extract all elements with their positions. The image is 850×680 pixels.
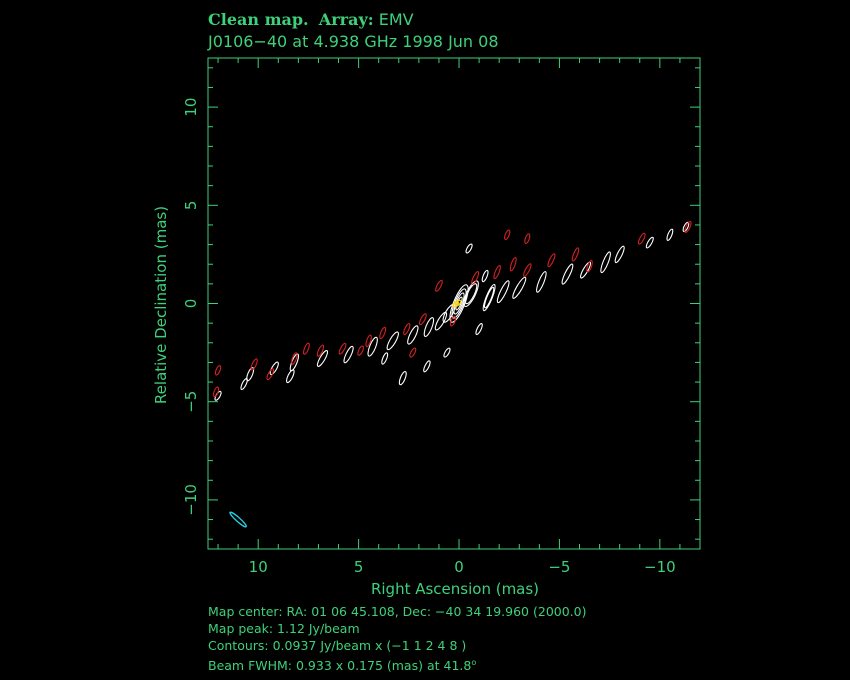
y-tick-label: 5 — [182, 201, 200, 211]
degree-symbol: o — [471, 658, 477, 667]
negative-contour — [302, 342, 310, 355]
negative-contour — [637, 232, 646, 245]
negative-contour — [523, 263, 532, 277]
positive-contour — [645, 236, 654, 249]
contours-line: Contours: 0.0937 Jy/beam x (−1 1 2 4 8 ) — [208, 638, 467, 653]
subtitle: J0106−40 at 4.938 GHz 1998 Jun 08 — [208, 32, 499, 51]
positive-contour — [423, 360, 431, 373]
clean-map-label: Clean map. — [208, 10, 309, 29]
negative-contour — [316, 344, 325, 357]
positive-contour — [316, 350, 329, 367]
positive-contour — [434, 311, 448, 331]
negative-contour — [684, 220, 692, 233]
negative-contour — [419, 313, 427, 326]
positive-contour — [600, 251, 611, 274]
y-tick-label: −10 — [182, 484, 200, 516]
contour-layer — [213, 220, 692, 528]
y-axis-label: Relative Declination (mas) — [152, 206, 170, 404]
x-tick-label: −5 — [548, 558, 570, 576]
positive-contour — [536, 271, 547, 293]
map-info: Map center: RA: 01 06 45.108, Dec: −40 3… — [208, 603, 586, 674]
positive-contour — [423, 317, 435, 337]
negative-contour — [409, 347, 417, 358]
negative-contour — [365, 334, 372, 348]
map-peak-line: Map peak: 1.12 Jy/beam — [208, 621, 360, 636]
positive-contour — [483, 286, 495, 309]
negative-contour — [509, 256, 517, 272]
positive-contour — [386, 331, 399, 351]
positive-contour — [512, 276, 527, 299]
positive-contour — [343, 345, 354, 364]
frame-layer — [207, 57, 701, 550]
y-tick-label: −5 — [182, 391, 200, 413]
negative-contour — [213, 386, 220, 398]
negative-contour — [250, 358, 258, 371]
positive-contour — [455, 296, 463, 311]
positive-contour — [398, 371, 407, 386]
beam-line: Beam FWHM: 0.933 x 0.175 (mas) at 41.8o — [208, 654, 586, 674]
positive-contour — [407, 325, 419, 345]
array-label: Array: — [318, 10, 374, 29]
positive-contour — [561, 263, 574, 285]
negative-contour — [357, 345, 364, 356]
y-tick-labels: 10 5 0 −5 −10 — [182, 98, 200, 516]
array-value: EMV — [378, 10, 414, 29]
negative-contour — [338, 342, 347, 355]
title-line: Clean map. Array: EMV — [208, 10, 414, 29]
negative-contour — [403, 322, 411, 336]
positive-contour — [496, 280, 510, 304]
positive-contour — [475, 323, 483, 336]
negative-contour — [291, 352, 298, 365]
peak-contour-inner — [454, 301, 460, 306]
negative-contour — [435, 279, 443, 292]
positive-contour — [367, 336, 378, 357]
negative-contour — [379, 326, 387, 340]
negative-contour — [493, 264, 501, 280]
positive-contour — [443, 347, 451, 358]
x-axis-label: Right Ascension (mas) — [371, 580, 539, 598]
positive-contour — [463, 280, 479, 308]
negative-contour — [571, 247, 580, 262]
positive-contour — [614, 245, 625, 264]
beam-fwhm-text: Beam FWHM: 0.933 x 0.175 (mas) at 41.8 — [208, 658, 472, 674]
negative-contour — [471, 270, 480, 285]
negative-contour — [547, 253, 556, 268]
negative-contour — [214, 365, 222, 376]
x-tick-label: 10 — [249, 558, 268, 576]
positive-contour — [464, 283, 478, 305]
negative-contour — [504, 229, 511, 241]
positive-contour — [482, 283, 496, 312]
positive-contour — [666, 228, 674, 241]
positive-contour — [465, 243, 473, 254]
negative-contour — [524, 233, 531, 245]
x-tick-label: 0 — [454, 558, 464, 576]
negative-contour — [449, 315, 457, 327]
positive-contour — [269, 361, 279, 376]
positive-contour — [286, 369, 295, 384]
x-tick-label: 5 — [354, 558, 364, 576]
positive-contour — [240, 377, 248, 391]
negative-contour — [586, 259, 593, 273]
y-tick-label: 0 — [182, 299, 200, 309]
negative-contour — [266, 368, 275, 381]
beam-ellipse — [229, 511, 247, 528]
x-tick-label: −10 — [644, 558, 676, 576]
positive-contour — [381, 352, 389, 365]
peak-contour — [452, 299, 462, 308]
y-tick-label: 10 — [182, 98, 200, 117]
map-center-line: Map center: RA: 01 06 45.108, Dec: −40 3… — [208, 604, 587, 619]
positive-contour — [481, 269, 489, 283]
x-tick-labels: 10 5 0 −5 −10 — [249, 558, 676, 576]
